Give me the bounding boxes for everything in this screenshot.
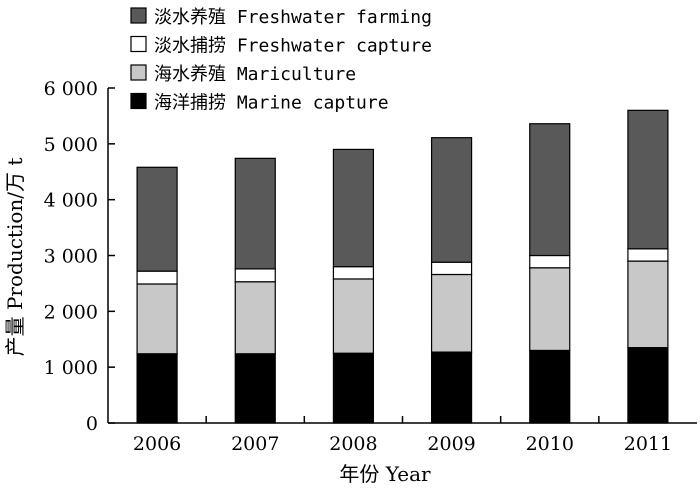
bar-2008-series-2 <box>332 266 375 280</box>
bar-2011-series-3 <box>627 109 669 250</box>
legend-label-3: 淡水养殖 Freshwater farming <box>154 6 432 28</box>
x-axis-title: 年份 Year <box>339 462 431 486</box>
y-tick-label-6000: 6 000 <box>44 78 98 100</box>
y-axis-title: 产量 Production/万 t <box>3 158 27 357</box>
x-tick-label-2008: 2008 <box>329 433 377 455</box>
bar-2009-series-3 <box>430 137 473 263</box>
bar-2006-series-0 <box>136 353 178 424</box>
bar-2011-series-0 <box>627 347 669 424</box>
bar-2010-series-1 <box>529 267 571 352</box>
bar-2009-series-1 <box>430 273 473 353</box>
bar-2009-series-2 <box>430 261 473 276</box>
y-tick-label-0: 0 <box>86 413 98 435</box>
bar-2010-series-3 <box>529 123 571 257</box>
legend-label-0: 海洋捕捞 Marine capture <box>154 93 389 114</box>
y-tick-label-2000: 2 000 <box>44 301 98 323</box>
bar-2007-series-3 <box>234 157 276 270</box>
legend: 淡水养殖 Freshwater farming 淡水捕捞 Freshwater c… <box>130 6 432 114</box>
legend-swatch-0 <box>130 92 147 110</box>
x-tick-label-2010: 2010 <box>526 433 574 455</box>
bar-2007-series-0 <box>234 353 276 424</box>
legend-swatch-1 <box>130 64 147 81</box>
bar-2011-series-2 <box>627 248 669 262</box>
y-tick-label-4000: 4 000 <box>44 190 98 212</box>
y-tick-label-1000: 1 000 <box>44 357 98 379</box>
bar-2008-series-3 <box>332 148 375 268</box>
legend-label-1: 海水养殖 Mariculture <box>154 63 356 85</box>
bar-2006-series-3 <box>136 166 178 272</box>
bar-2007-series-2 <box>234 268 276 283</box>
bar-2008-series-0 <box>332 352 375 424</box>
bar-2006-series-1 <box>136 283 178 355</box>
bar-2009-series-0 <box>430 351 473 424</box>
axes-group: 0 1 000 2 000 3 000 4 000 5 000 6 000 2006 2007 2… <box>44 78 697 455</box>
bar-2007-series-1 <box>234 281 276 355</box>
bar-2008-series-1 <box>332 278 375 354</box>
bar-2010-series-2 <box>529 254 571 269</box>
legend-swatch-3 <box>130 7 147 24</box>
x-tick-label-2006: 2006 <box>133 433 181 455</box>
legend-swatch-2 <box>130 35 147 53</box>
y-tick-label-3000: 3 000 <box>44 246 98 268</box>
x-tick-label-2011: 2011 <box>624 433 672 455</box>
x-tick-label-2007: 2007 <box>231 433 279 455</box>
x-tick-label-2009: 2009 <box>427 433 475 455</box>
bar-2010-series-0 <box>529 349 571 424</box>
bars-group <box>136 109 669 424</box>
y-tick-label-5000: 5 000 <box>44 134 98 156</box>
bar-2006-series-2 <box>136 270 178 285</box>
legend-label-2: 淡水捕捞 Freshwater capture <box>154 36 432 57</box>
bar-2011-series-1 <box>627 260 669 349</box>
